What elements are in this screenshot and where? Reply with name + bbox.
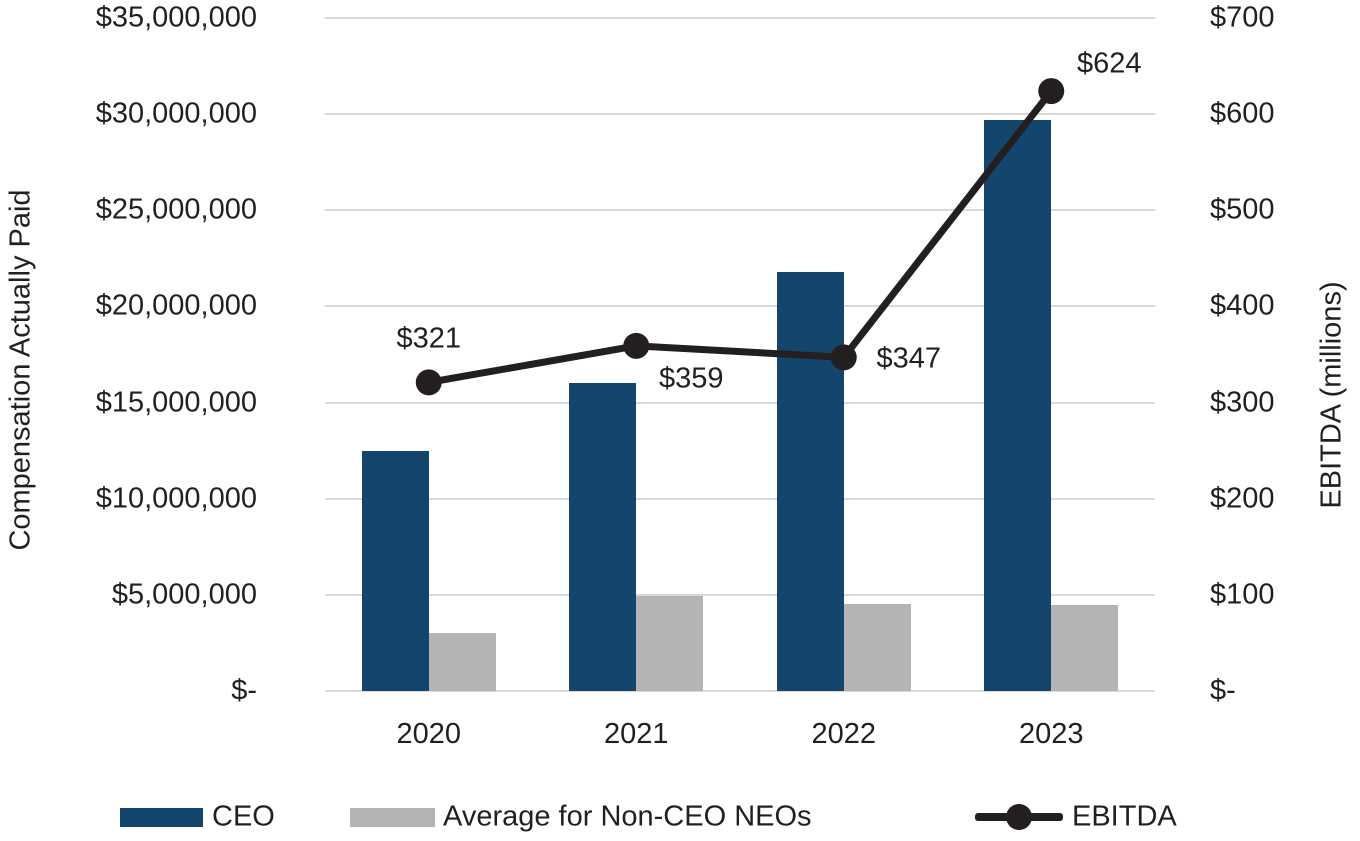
left-axis-tick-label: $35,000,000 [95,1,257,34]
gridline [325,401,1155,404]
right-axis-tick-label: $300 [1210,386,1275,419]
x-axis-category-label: 2021 [603,718,669,750]
ebitda-marker [415,369,442,396]
legend-label: Average for Non-CEO NEOs [443,800,812,833]
left-axis-tick-label: $25,000,000 [95,193,257,226]
gridline [325,690,1155,692]
x-axis-category-label: 2022 [811,718,877,750]
right-axis-tick-label: $400 [1210,289,1275,322]
bar-ceo-2020 [361,450,429,691]
gridline [325,17,1155,19]
bar-neo-2020 [428,633,496,691]
legend-label: CEO [212,800,275,833]
left-axis-tick-label: $15,000,000 [95,386,257,419]
right-axis-title: EBITDA (millions) [1315,281,1348,509]
ebitda-data-label: $347 [876,342,942,375]
bar-ceo-2021 [569,383,637,691]
left-axis-tick-label: $30,000,000 [95,97,257,130]
left-axis-tick-label: $- [231,674,257,707]
bar-neo-2023 [1051,605,1119,691]
gridline [325,593,1155,596]
right-axis-tick-label: $700 [1210,1,1275,34]
legend-swatch-ceo [120,808,203,827]
bar-ceo-2023 [984,119,1052,691]
ebitda-data-label: $359 [658,362,724,395]
legend-swatch-neo [350,808,435,827]
right-axis-tick-label: $100 [1210,578,1275,611]
ebitda-data-label: $624 [1076,47,1142,80]
bar-neo-2021 [636,595,704,691]
gridline [325,113,1155,116]
ebitda-data-label: $321 [396,322,462,355]
right-axis-tick-label: $- [1210,674,1236,707]
gridline [325,497,1155,500]
legend-marker-ebitda [1006,804,1032,830]
ebitda-marker [623,332,650,359]
x-axis-category-label: 2023 [1018,718,1084,750]
left-axis-tick-label: $20,000,000 [95,289,257,322]
x-axis-category-label: 2020 [396,718,462,750]
left-axis-tick-label: $10,000,000 [95,482,257,515]
right-axis-tick-label: $500 [1210,193,1275,226]
left-axis-tick-label: $5,000,000 [111,578,257,611]
legend-label: EBITDA [1072,800,1177,833]
ebitda-marker [1038,78,1065,105]
ebitda-line [428,88,1055,386]
right-axis-tick-label: $600 [1210,97,1275,130]
bar-ceo-2022 [776,271,844,691]
right-axis-tick-label: $200 [1210,482,1275,515]
bar-neo-2022 [843,604,911,691]
